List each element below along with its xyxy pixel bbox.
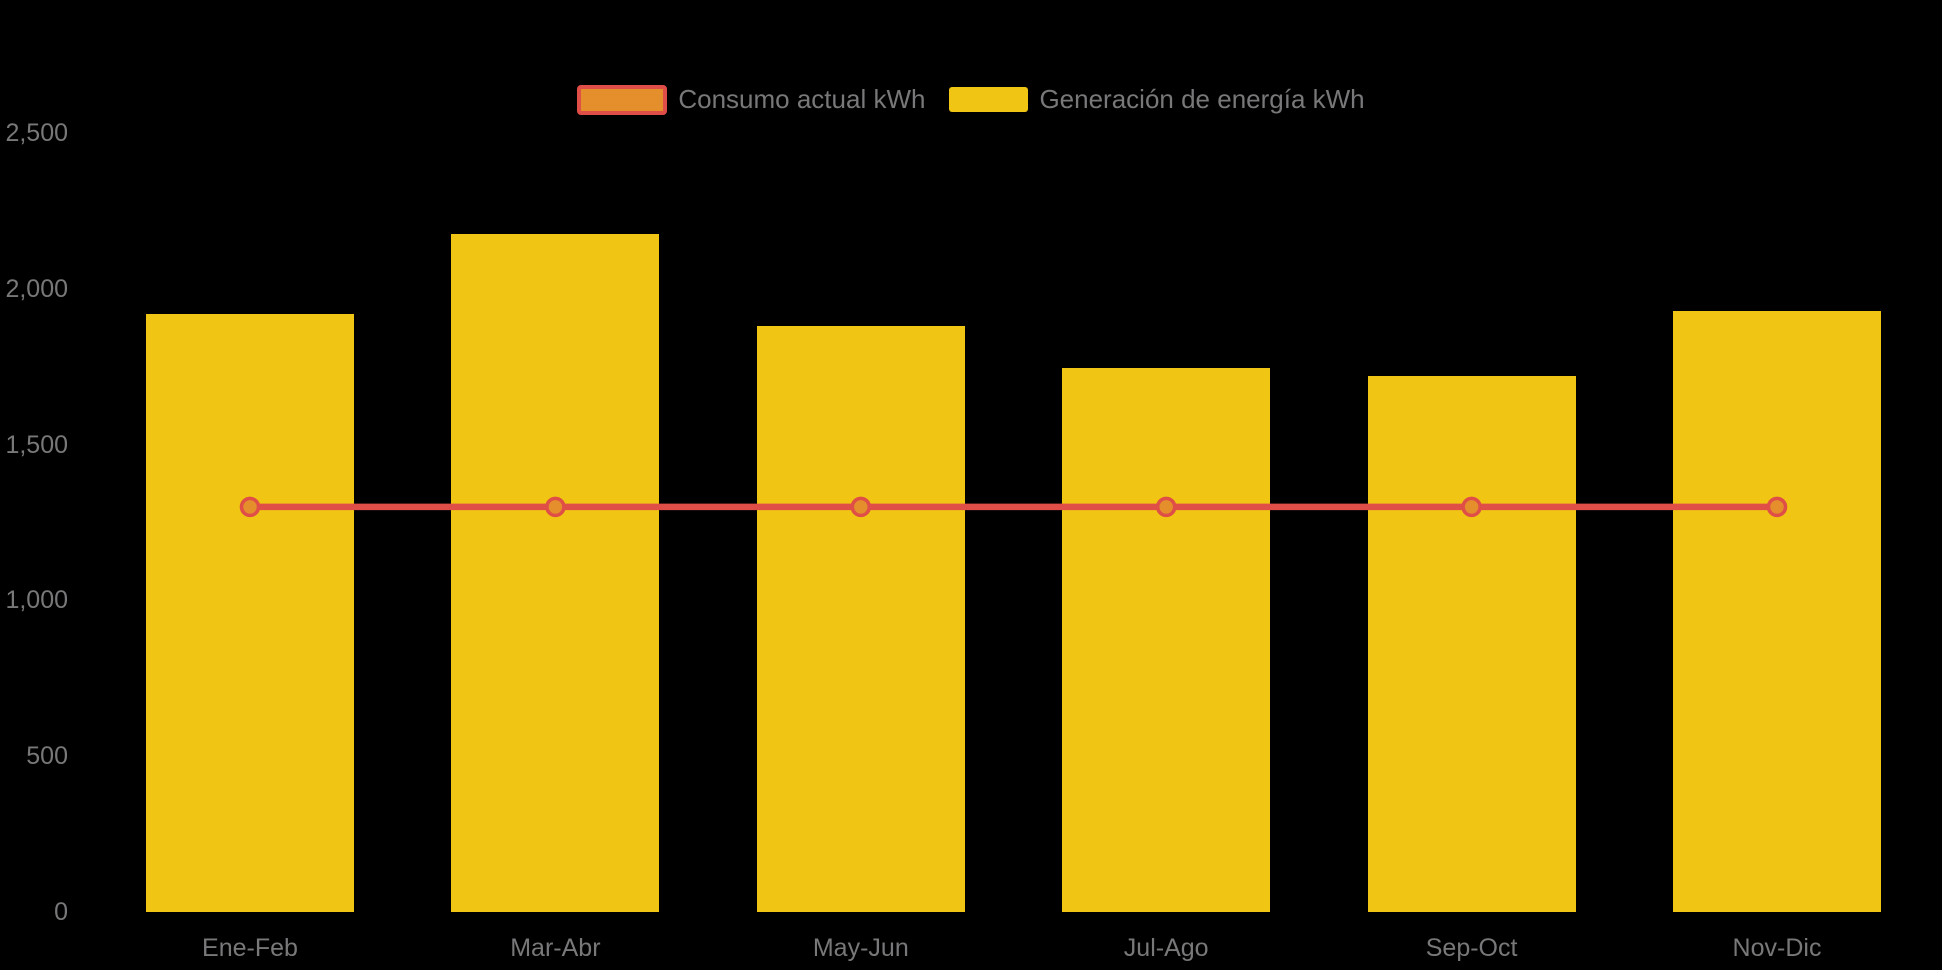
legend-item-generacion-energia[interactable]: Generación de energía kWh <box>949 84 1365 115</box>
y-axis-tick-label: 500 <box>26 742 68 771</box>
y-axis-tick-label: 2,500 <box>5 119 68 147</box>
line-marker-Nov-Dic[interactable] <box>1766 496 1788 518</box>
bar-Jul-Ago[interactable] <box>1062 368 1271 912</box>
y-axis-tick-label: 2,000 <box>5 274 68 303</box>
line-marker-Ene-Feb[interactable] <box>239 496 261 518</box>
y-axis-tick-label: 1,000 <box>5 586 68 615</box>
line-marker-Jul-Ago[interactable] <box>1155 496 1177 518</box>
x-axis-tick-label: Nov-Dic <box>1732 934 1822 962</box>
x-axis-tick-label: Sep-Oct <box>1425 934 1518 962</box>
x-axis-tick-label: Ene-Feb <box>202 934 298 962</box>
line-marker-Mar-Abr[interactable] <box>545 496 566 518</box>
x-axis-tick-label: May-Jun <box>812 934 909 962</box>
legend-label-generacion: Generación de energía kWh <box>1039 84 1365 114</box>
chart-legend: Consumo actual kWh Generación de energía… <box>0 84 1942 115</box>
bar-Sep-Oct[interactable] <box>1367 376 1576 912</box>
line-series-swatch-icon <box>577 84 668 115</box>
x-axis-tick-label: Jul-Ago <box>1123 934 1209 962</box>
y-axis-tick-label: 0 <box>54 898 68 926</box>
bar-May-Jun[interactable] <box>756 326 965 912</box>
line-marker-May-Jun[interactable] <box>850 496 872 518</box>
legend-item-consumo-actual[interactable]: Consumo actual kWh <box>577 84 925 115</box>
bar-Mar-Abr[interactable] <box>451 234 660 912</box>
line-marker-Sep-Oct[interactable] <box>1461 496 1482 518</box>
x-axis-tick-label: Mar-Abr <box>510 934 601 962</box>
bar-Nov-Dic[interactable] <box>1673 310 1881 912</box>
bar-series-swatch-icon <box>949 87 1029 112</box>
bar-Ene-Feb[interactable] <box>146 313 354 912</box>
legend-label-consumo: Consumo actual kWh <box>678 84 926 114</box>
y-axis-tick-label: 1,500 <box>5 430 68 459</box>
